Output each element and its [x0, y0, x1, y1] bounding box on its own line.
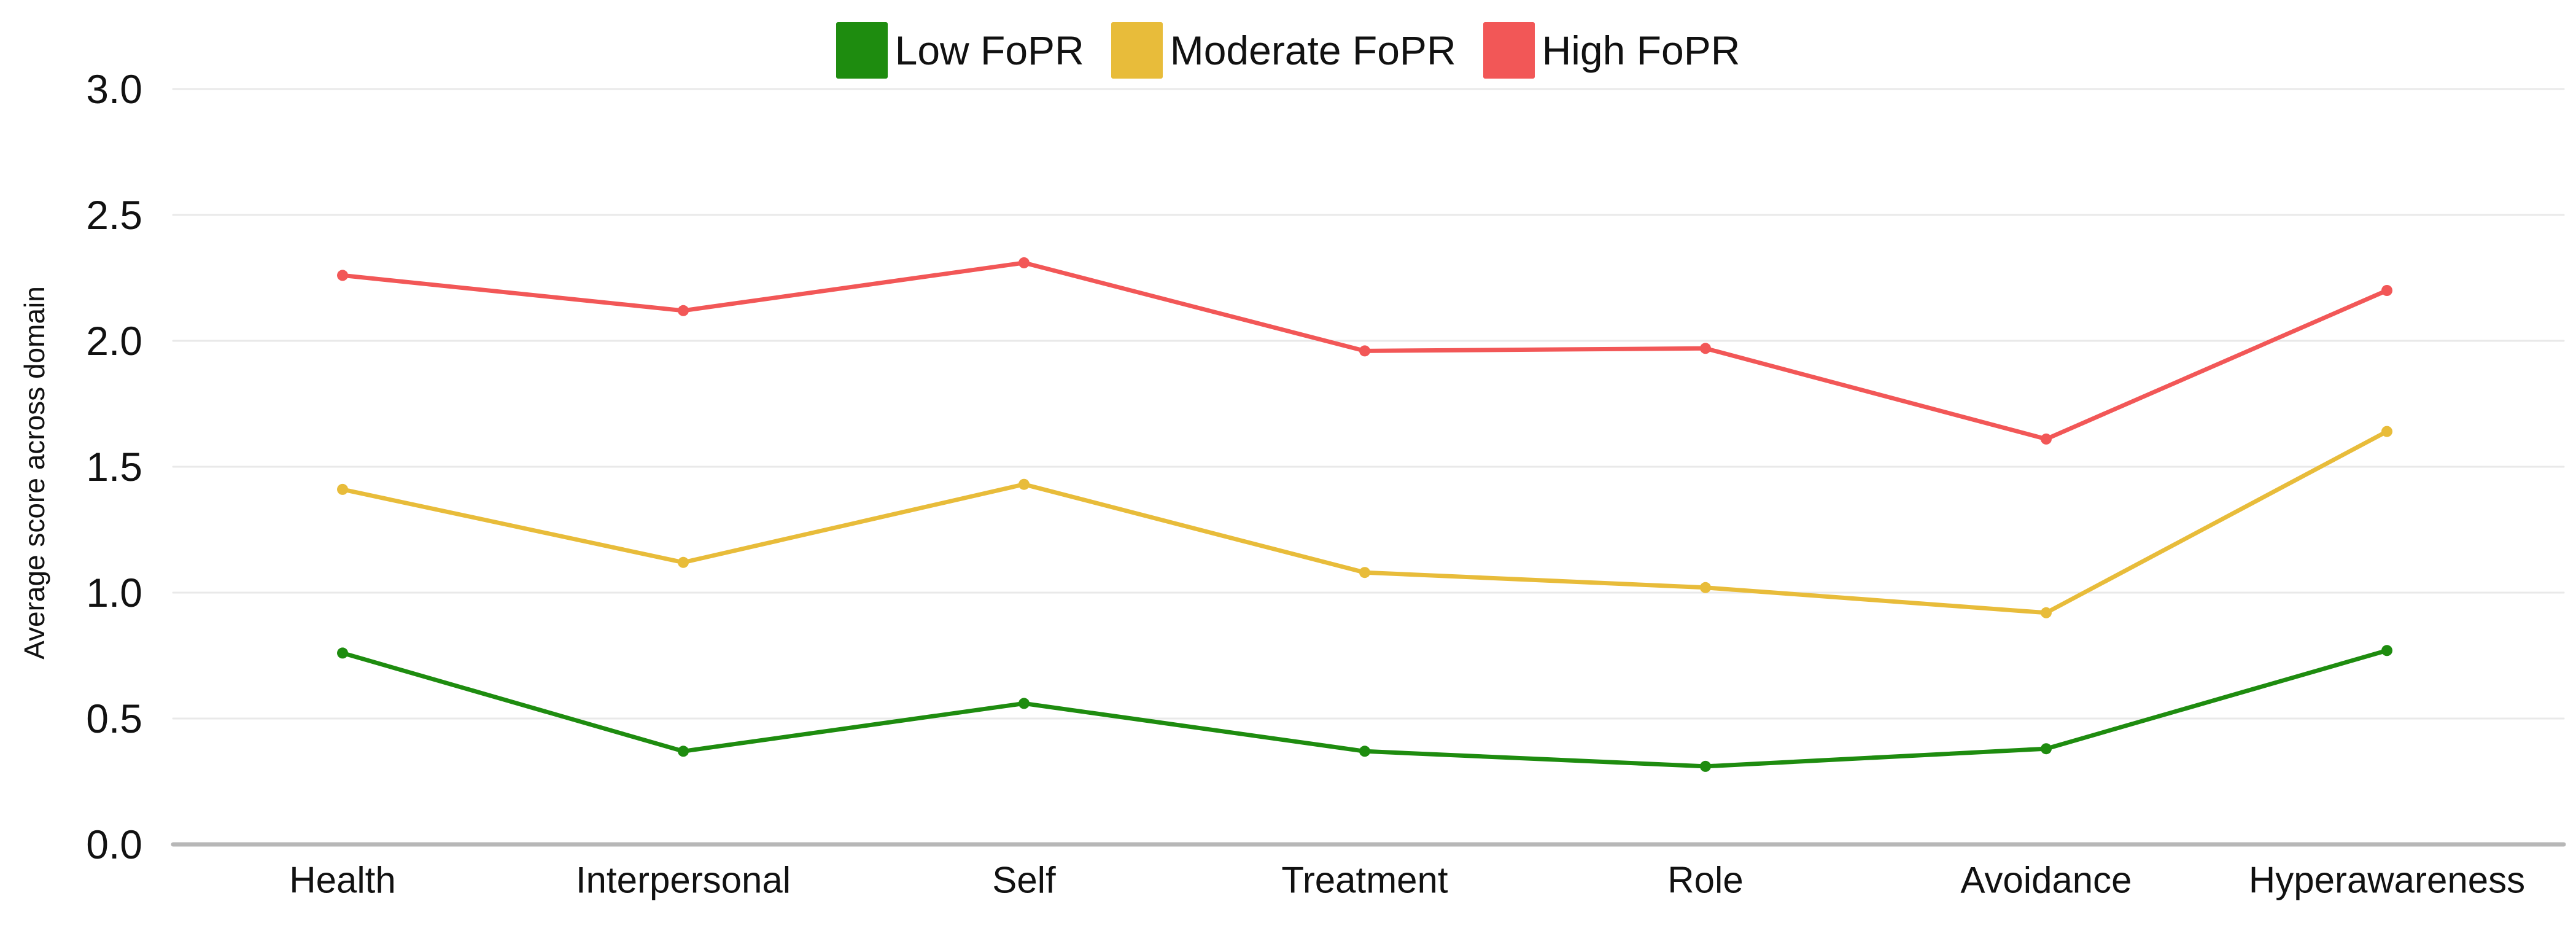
legend-swatch-moderate-fopr [1111, 22, 1163, 79]
y-tick-label-2.0: 2.0 [86, 318, 142, 364]
chart-legend: Low FoPR Moderate FoPR High FoPR [0, 22, 2576, 79]
legend-swatch-low-fopr [836, 22, 888, 79]
legend-label-low-fopr: Low FoPR [894, 28, 1084, 73]
legend-label-moderate-fopr: Moderate FoPR [1170, 28, 1456, 73]
data-point-low-fopr-interpersonal [678, 746, 689, 757]
series-line-moderate-fopr [340, 429, 2389, 615]
x-category-label-role: Role [1667, 860, 1743, 901]
data-point-low-fopr-hyperawareness [2381, 645, 2392, 656]
y-tick-label-2.5: 2.5 [86, 192, 142, 238]
legend-swatch-high-fopr [1483, 22, 1535, 79]
data-point-high-fopr-interpersonal [678, 305, 689, 316]
data-point-high-fopr-health [337, 270, 348, 281]
x-category-label-treatment: Treatment [1281, 860, 1448, 901]
data-point-moderate-fopr-self [1018, 478, 1030, 490]
y-tick-label-1.0: 1.0 [86, 570, 142, 615]
data-point-low-fopr-self [1018, 698, 1030, 709]
x-category-label-interpersonal: Interpersonal [576, 860, 791, 901]
data-point-high-fopr-role [1700, 343, 1711, 354]
y-axis-title: Average score across domain [18, 286, 50, 660]
data-point-low-fopr-avoidance [2041, 743, 2052, 755]
legend-item-high-fopr: High FoPR [1483, 22, 1740, 79]
y-tick-label-1.5: 1.5 [86, 444, 142, 489]
x-category-label-hyperawareness: Hyperawareness [2249, 860, 2525, 901]
data-point-high-fopr-avoidance [2041, 433, 2052, 445]
x-category-label-health: Health [289, 860, 395, 901]
y-tick-label-0.0: 0.0 [86, 822, 142, 867]
data-point-moderate-fopr-avoidance [2041, 607, 2052, 618]
data-point-low-fopr-health [337, 647, 348, 659]
y-tick-label-3.0: 3.0 [86, 66, 142, 112]
y-tick-label-0.5: 0.5 [86, 696, 142, 741]
data-point-high-fopr-hyperawareness [2381, 285, 2392, 296]
data-point-high-fopr-treatment [1359, 345, 1370, 357]
data-point-moderate-fopr-hyperawareness [2381, 426, 2392, 437]
legend-label-high-fopr: High FoPR [1542, 28, 1740, 73]
legend-item-low-fopr: Low FoPR [836, 22, 1084, 79]
data-point-moderate-fopr-role [1700, 582, 1711, 593]
data-point-moderate-fopr-interpersonal [678, 556, 689, 568]
data-point-low-fopr-treatment [1359, 746, 1370, 757]
data-point-low-fopr-role [1700, 760, 1711, 772]
data-point-high-fopr-self [1018, 257, 1030, 268]
x-category-label-self: Self [992, 860, 1056, 901]
data-point-moderate-fopr-treatment [1359, 567, 1370, 578]
data-point-moderate-fopr-health [337, 483, 348, 495]
legend-item-moderate-fopr: Moderate FoPR [1111, 22, 1456, 79]
x-category-label-avoidance: Avoidance [1960, 860, 2132, 901]
